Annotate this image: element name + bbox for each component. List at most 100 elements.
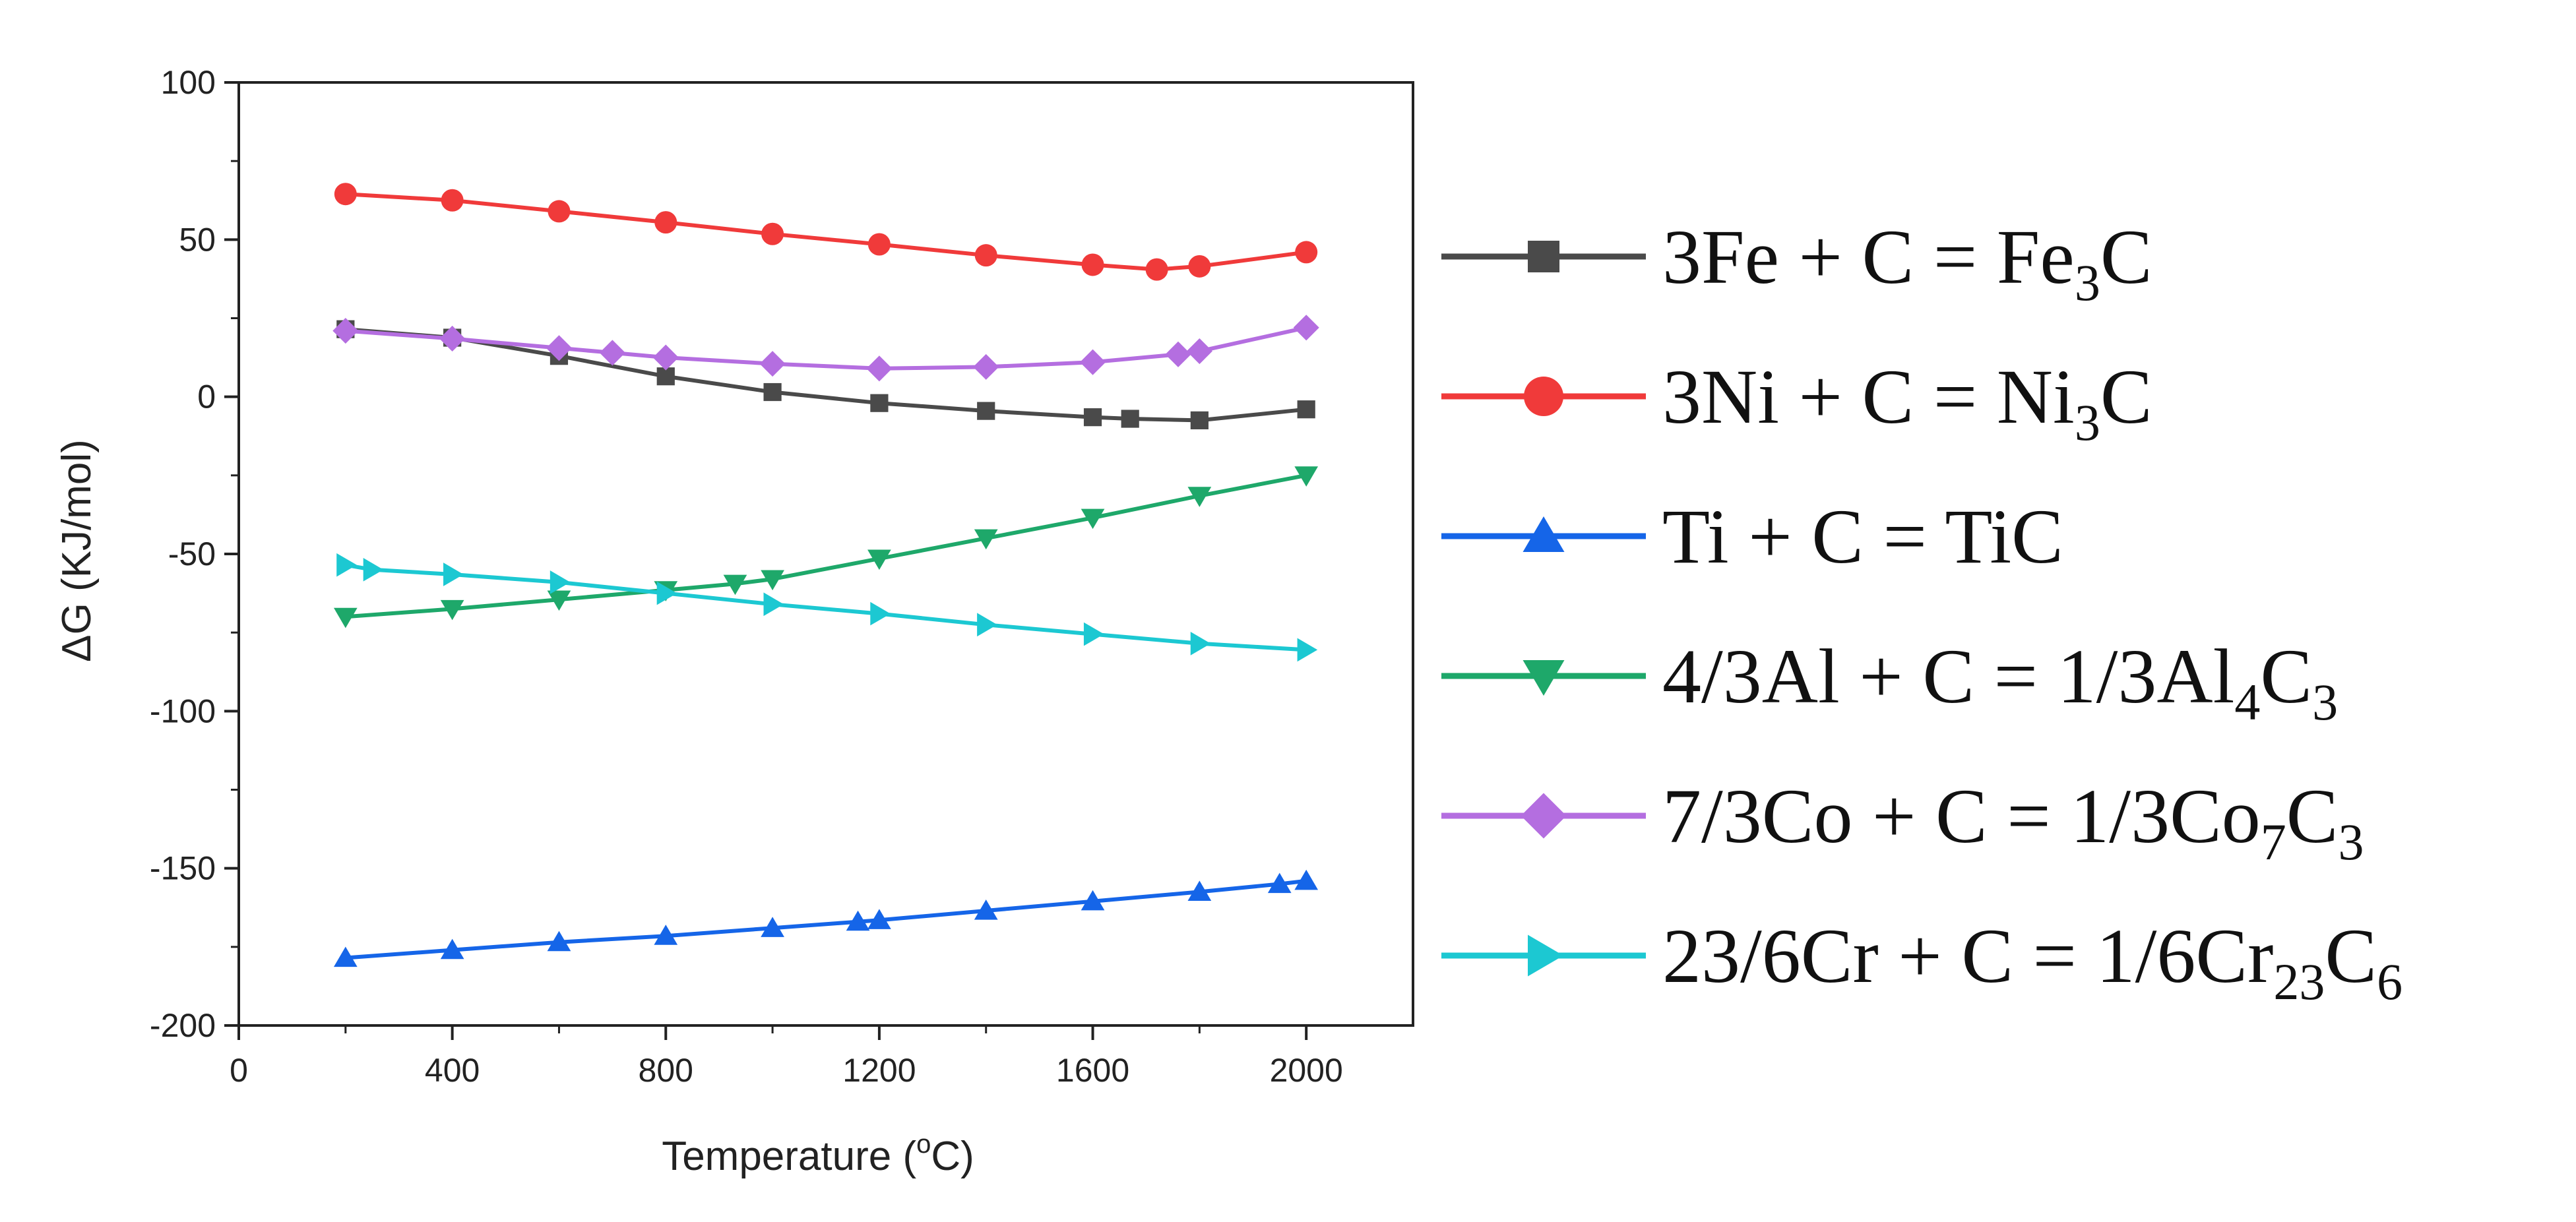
legend-label-part: 7/3Co + C = 1/3Co — [1662, 773, 2261, 859]
legend-marker — [1528, 241, 1559, 272]
data-point — [1187, 487, 1212, 507]
series-line — [345, 878, 1307, 960]
y-tick-label: -200 — [150, 1007, 216, 1044]
legend-label-part: 4 — [2234, 673, 2260, 731]
data-point — [1297, 400, 1315, 419]
data-point — [761, 917, 784, 937]
data-point — [870, 601, 891, 626]
y-tick-label: -150 — [150, 850, 216, 887]
data-point — [1190, 411, 1209, 430]
data-point — [440, 599, 464, 621]
data-point — [439, 325, 466, 352]
data-point — [1297, 638, 1318, 662]
data-point — [1294, 466, 1319, 487]
x-axis-title: Temperature (oC) — [662, 1130, 974, 1179]
data-point — [867, 549, 891, 570]
legend-label: 3Fe + C = Fe3C — [1662, 214, 2152, 311]
data-point — [1267, 872, 1292, 894]
legend-marker — [1528, 934, 1563, 977]
data-point — [1294, 869, 1319, 890]
data-point — [1079, 349, 1106, 375]
x-tick-label: 2000 — [1270, 1052, 1343, 1089]
legend-label-part: 23 — [2273, 953, 2325, 1010]
plot-frame — [237, 81, 1414, 1027]
legend-marker — [1523, 516, 1565, 552]
y-tick-label: -100 — [150, 692, 216, 729]
x-tick-label: 800 — [639, 1052, 693, 1089]
legend-item-2: Ti + C = TiC — [1441, 493, 2063, 580]
data-point — [866, 355, 893, 382]
series-line — [345, 192, 1307, 272]
series-line — [345, 325, 1307, 371]
data-point — [867, 909, 891, 929]
legend-label-part: 6 — [2377, 953, 2403, 1010]
data-point — [723, 574, 747, 596]
data-point — [333, 607, 358, 628]
legend-label-part: 23/6Cr + C = 1/6Cr — [1662, 913, 2273, 999]
data-point — [846, 910, 870, 931]
data-point — [652, 344, 679, 371]
legend-label: 3Ni + C = Ni3C — [1662, 353, 2152, 451]
legend-label-part: 3 — [2075, 394, 2100, 451]
legend-label-part: Ti + C = TiC — [1662, 493, 2063, 580]
axes-layer: 0 400 800 1200 1600 2000 100 50 0 -50 -100 -150 -200 — [150, 64, 1343, 1089]
series-0 — [336, 320, 1315, 430]
data-point — [1081, 508, 1105, 530]
data-point — [1145, 258, 1168, 281]
data-point — [761, 222, 784, 245]
legend-label-part: 3Fe + C = Fe — [1662, 214, 2075, 300]
legend-label-part: 3Ni + C = Ni — [1662, 353, 2075, 440]
data-point — [1081, 253, 1104, 276]
data-point — [759, 351, 786, 377]
legend-marker — [1521, 793, 1567, 839]
data-point — [550, 570, 571, 594]
data-point — [974, 529, 998, 550]
legend-item-3: 4/3Al + C = 1/3Al4C3 — [1441, 633, 2338, 731]
data-point — [547, 931, 571, 952]
data-point — [546, 335, 573, 361]
data-point — [1293, 315, 1319, 341]
series-4 — [332, 315, 1319, 382]
legend-item-0: 3Fe + C = Fe3C — [1441, 214, 2152, 311]
legend-label: 4/3Al + C = 1/3Al4C3 — [1662, 633, 2338, 731]
series-1 — [334, 183, 1318, 281]
data-point — [334, 183, 357, 206]
data-point — [1186, 338, 1212, 365]
legend-marker — [1523, 660, 1565, 696]
x-tick-label: 400 — [425, 1052, 480, 1089]
data-point — [363, 557, 384, 582]
series-5 — [336, 553, 1318, 662]
series-line — [345, 473, 1307, 619]
data-point — [1187, 880, 1212, 901]
legend-label: 7/3Co + C = 1/3Co7C3 — [1662, 773, 2364, 871]
data-point — [333, 946, 358, 967]
legend-label: 23/6Cr + C = 1/6Cr23C6 — [1662, 913, 2403, 1010]
x-tick-label: 1200 — [842, 1052, 916, 1089]
legend-label-part: C — [2286, 773, 2339, 859]
data-point — [599, 340, 625, 366]
y-axis-title: ΔG (KJ/mol) — [54, 439, 100, 662]
series-2 — [333, 869, 1319, 967]
y-tick-label: 50 — [179, 221, 216, 258]
data-point — [441, 189, 464, 212]
x-tick-label: 0 — [230, 1052, 248, 1089]
data-point — [1083, 622, 1104, 646]
data-point — [973, 353, 999, 380]
legend-label-part: 7 — [2261, 813, 2286, 871]
data-point — [654, 211, 677, 234]
data-point — [763, 592, 784, 617]
legend-label-part: 4/3Al + C = 1/3Al — [1662, 633, 2234, 719]
legend-item-4: 7/3Co + C = 1/3Co7C3 — [1441, 773, 2364, 871]
data-point — [1121, 410, 1139, 428]
data-point — [547, 590, 571, 611]
data-point — [1188, 255, 1211, 278]
data-point — [1190, 632, 1211, 656]
data-point — [974, 244, 997, 267]
data-point — [656, 581, 677, 605]
legend-label-part: C — [2260, 633, 2312, 719]
legend-label-part: 3 — [2075, 254, 2100, 311]
y-tick-label: -50 — [168, 535, 216, 572]
data-point — [977, 613, 997, 637]
